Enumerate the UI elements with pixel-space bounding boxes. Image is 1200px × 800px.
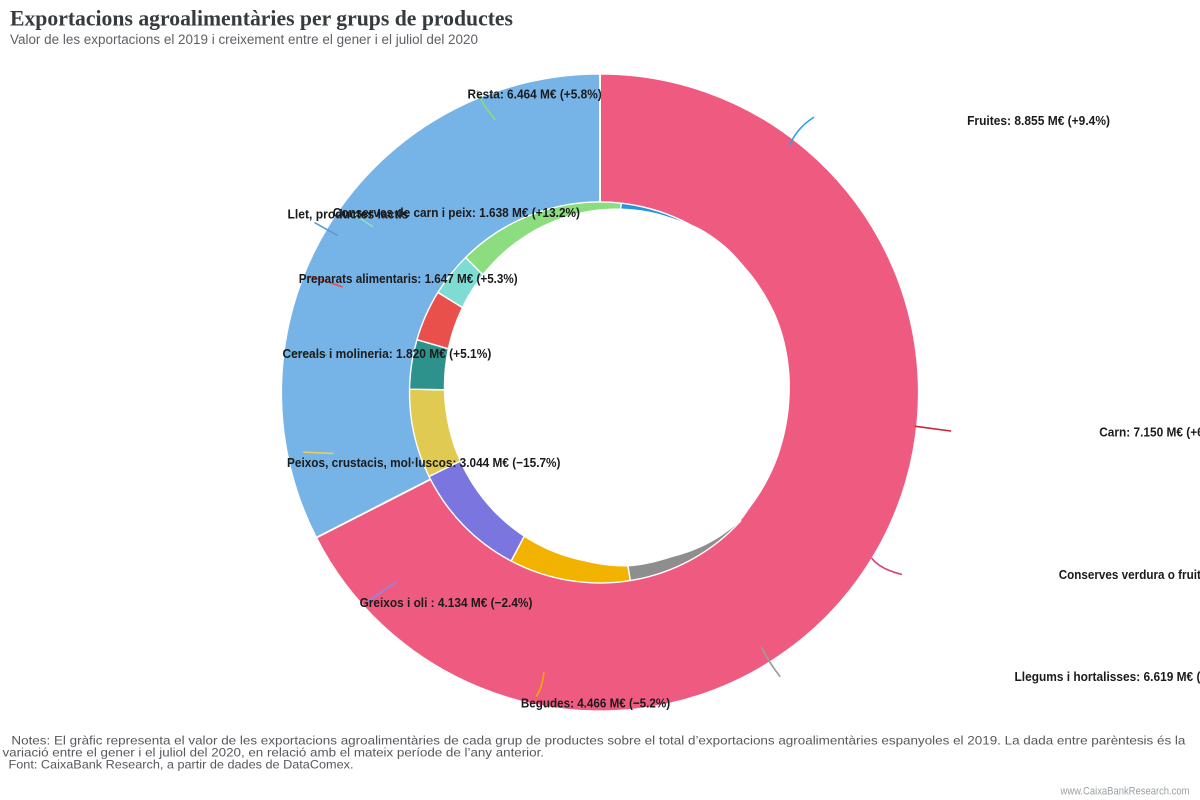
svg-text:www.CaixaBankResearch.com: www.CaixaBankResearch.com [1060, 785, 1190, 797]
svg-text:Exportacions agroalimentàries: Exportacions agroalimentàries per grups … [10, 6, 513, 31]
svg-text:Peixos, crustacis, mol·luscos:: Peixos, crustacis, mol·luscos: 3.044 M€ … [287, 455, 561, 470]
svg-text:Fruites: 8.855 M€ (+9.4%): Fruites: 8.855 M€ (+9.4%) [967, 113, 1110, 128]
svg-text:Greixos i oli : 4.134 M€ (−2.4: Greixos i oli : 4.134 M€ (−2.4%) [360, 595, 533, 610]
svg-text:Font: CaixaBank Research, a pa: Font: CaixaBank Research, a partir de da… [9, 758, 354, 772]
svg-text:variació entre el gener i el j: variació entre el gener i el juliol del … [3, 746, 545, 760]
svg-text:Resta: 6.464 M€ (+5.8%): Resta: 6.464 M€ (+5.8%) [468, 86, 602, 101]
svg-text:Carn: 7.150 M€ (+6.6%): Carn: 7.150 M€ (+6.6%) [1099, 425, 1200, 440]
svg-text:Llet, productes lactis: Llet, productes lactis [288, 206, 409, 221]
svg-text:Conserves de carn i peix: 1.63: Conserves de carn i peix: 1.638 M€ (+13.… [333, 205, 580, 220]
svg-text:Cereals i molineria: 1.820 M€: Cereals i molineria: 1.820 M€ (+5.1%) [283, 346, 492, 361]
svg-text:Valor de les exportacions el 2: Valor de les exportacions el 2019 i crei… [10, 32, 478, 47]
svg-text:Begudes: 4.466 M€ (−5.2%): Begudes: 4.466 M€ (−5.2%) [521, 696, 670, 711]
svg-text:Llegums i hortalisses: 6.619 M: Llegums i hortalisses: 6.619 M€ (−0.1%) [1015, 669, 1200, 684]
svg-text:Conserves verdura o fruita: 1.: Conserves verdura o fruita: 1.712 M€ (+1… [1059, 567, 1200, 582]
svg-text:Preparats alimentaris: 1.647 M: Preparats alimentaris: 1.647 M€ (+5.3%) [299, 271, 518, 286]
svg-text:Notes: El gràfic representa el: Notes: El gràfic representa el valor de … [11, 733, 1185, 747]
